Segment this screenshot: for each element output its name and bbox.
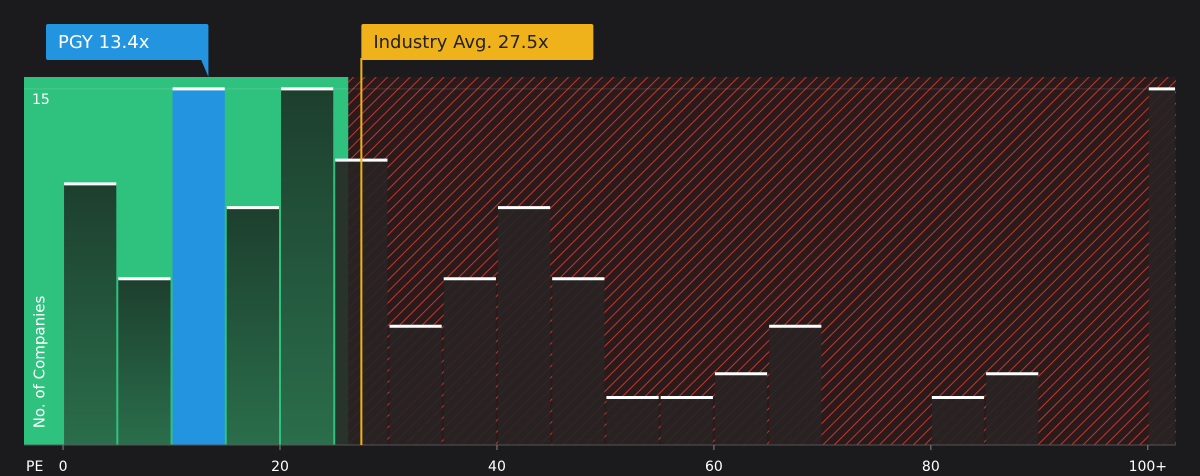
company-pointer: [200, 58, 209, 77]
x-tick-label: 100+: [1129, 459, 1167, 475]
company-box: [46, 24, 209, 60]
bar: [172, 88, 225, 445]
x-axis-label: PE: [26, 459, 43, 475]
bar: [552, 278, 605, 445]
bar: [226, 207, 279, 445]
bar: [443, 278, 496, 445]
company-label: PGY 13.4x: [58, 32, 150, 53]
bar: [660, 397, 713, 445]
bar: [281, 88, 334, 445]
industry-box: [361, 24, 594, 60]
bar: [497, 207, 551, 445]
bar: [1148, 88, 1175, 445]
bar: [931, 397, 985, 445]
y-axis-label: No. of Companies: [31, 296, 49, 429]
bar: [986, 373, 1039, 445]
bar: [714, 373, 768, 445]
bar: [769, 326, 822, 445]
x-tick-label: 80: [922, 459, 940, 475]
x-tick-label: 60: [705, 459, 723, 475]
x-tick-label: 40: [488, 459, 506, 475]
bar: [606, 397, 659, 445]
bar: [118, 278, 171, 445]
bar: [389, 326, 442, 445]
bar: [64, 183, 117, 445]
x-tick-label: 20: [271, 459, 289, 475]
industry-label: Industry Avg. 27.5x: [373, 32, 549, 53]
x-tick-label: 0: [59, 459, 68, 475]
y-tick-label: 15: [32, 92, 50, 108]
